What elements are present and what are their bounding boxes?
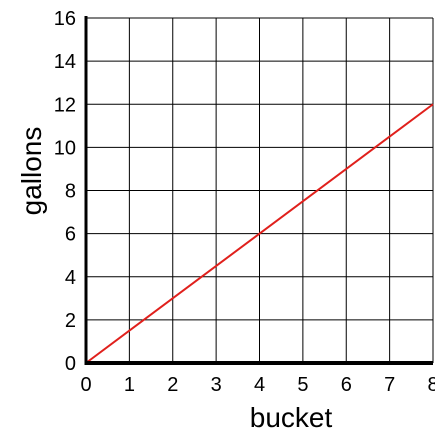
- x-tick-label: 3: [211, 374, 222, 396]
- axes: [84, 16, 433, 365]
- y-tick-label: 4: [65, 267, 76, 289]
- grid: [85, 17, 434, 364]
- series-layer: [85, 103, 434, 364]
- y-tick-label: 14: [54, 51, 76, 73]
- series-line: [85, 103, 434, 364]
- y-tick-labels: 0 2 4 6 8 10 12 14 16: [54, 8, 76, 375]
- x-tick-label: 5: [297, 374, 308, 396]
- y-tick-label: 10: [54, 137, 76, 159]
- y-axis-title: gallons: [16, 127, 47, 216]
- y-tick-label: 8: [65, 181, 76, 203]
- y-tick-label: 0: [65, 353, 76, 375]
- x-tick-labels: 0 1 2 3 4 5 6 7 8: [80, 374, 435, 396]
- y-tick-label: 12: [54, 94, 76, 116]
- x-tick-label: 4: [254, 374, 265, 396]
- x-tick-label: 0: [80, 374, 91, 396]
- x-tick-label: 8: [427, 374, 435, 396]
- x-tick-label: 1: [124, 374, 135, 396]
- x-tick-label: 6: [341, 374, 352, 396]
- x-axis-title: bucket: [250, 402, 333, 433]
- y-tick-label: 16: [54, 8, 76, 30]
- x-tick-label: 7: [384, 374, 395, 396]
- y-tick-label: 6: [65, 224, 76, 246]
- y-tick-label: 2: [65, 310, 76, 332]
- x-tick-label: 2: [167, 374, 178, 396]
